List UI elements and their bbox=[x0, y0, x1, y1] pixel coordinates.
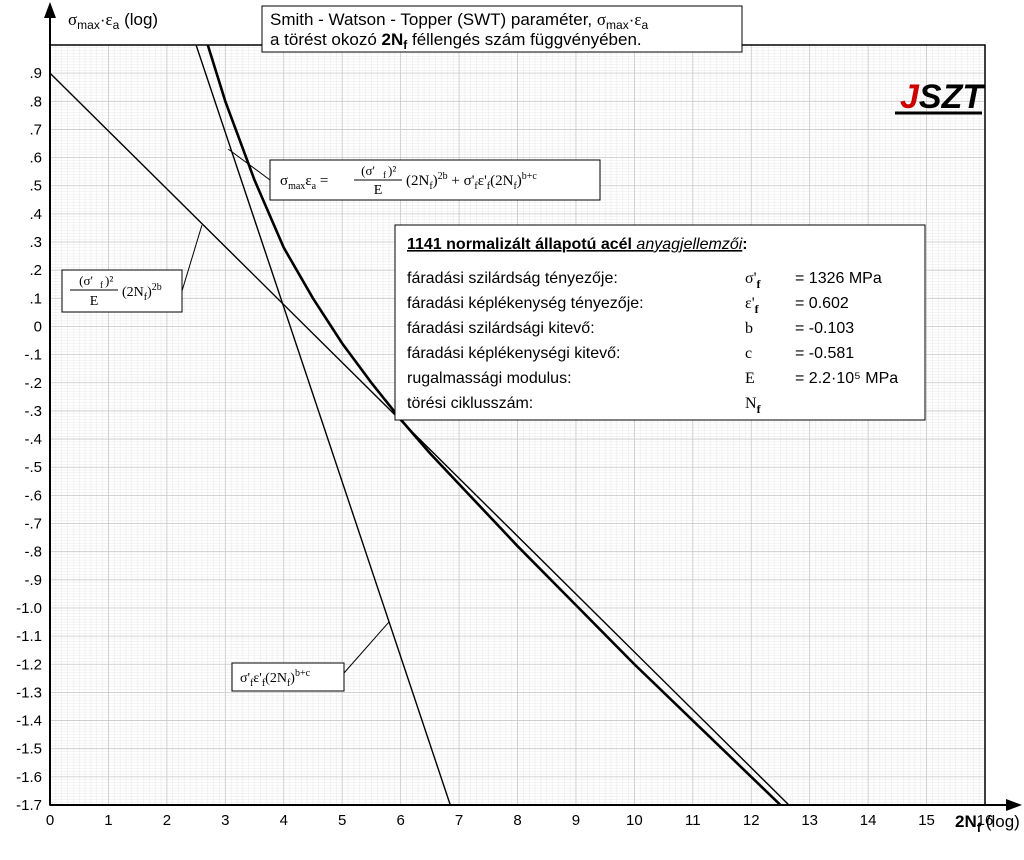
y-tick: .4 bbox=[29, 206, 42, 223]
title-line1: Smith - Watson - Topper (SWT) paraméter,… bbox=[270, 10, 649, 32]
y-tick: .6 bbox=[29, 150, 42, 167]
svg-text:)²: )² bbox=[105, 273, 113, 288]
x-tick: 10 bbox=[626, 812, 643, 829]
y-tick: -.3 bbox=[24, 403, 42, 420]
y-tick: .5 bbox=[29, 178, 42, 195]
x-tick: 3 bbox=[221, 812, 229, 829]
y-tick: -1.7 bbox=[16, 797, 42, 814]
x-axis-label: 2Nf (log) bbox=[955, 812, 1020, 835]
y-tick: -1.0 bbox=[16, 600, 42, 617]
y-tick: -.2 bbox=[24, 375, 42, 392]
svg-text:f: f bbox=[100, 280, 103, 290]
y-tick: -1.4 bbox=[16, 713, 42, 730]
x-tick: 0 bbox=[46, 812, 54, 829]
info-row-label: rugalmassági modulus: bbox=[407, 370, 572, 387]
x-tick: 15 bbox=[918, 812, 935, 829]
y-tick: .9 bbox=[29, 65, 42, 82]
x-tick: 2 bbox=[163, 812, 171, 829]
y-tick: .1 bbox=[29, 290, 42, 307]
info-row-value: = -0.581 bbox=[795, 345, 854, 362]
x-tick: 6 bbox=[396, 812, 404, 829]
y-tick: -1.2 bbox=[16, 656, 42, 673]
chart-svg: 012345678910111213141516.9.8.7.6.5.4.3.2… bbox=[0, 0, 1024, 860]
info-row-value: = 2.2·10⁵ MPa bbox=[795, 370, 898, 387]
info-heading: 1141 normalizált állapotú acél anyagjell… bbox=[407, 236, 748, 253]
y-tick: -1.1 bbox=[16, 628, 42, 645]
svg-text:JSZT: JSZT bbox=[900, 78, 986, 116]
x-tick: 14 bbox=[860, 812, 877, 829]
y-tick: 0 bbox=[34, 318, 42, 335]
y-tick: .3 bbox=[29, 234, 42, 251]
info-row-label: fáradási képlékenység tényezője: bbox=[407, 295, 644, 312]
info-row-param: E bbox=[745, 370, 755, 387]
y-tick: -.1 bbox=[24, 347, 42, 364]
y-axis-label: σmax·εa (log) bbox=[68, 10, 158, 32]
x-tick: 9 bbox=[572, 812, 580, 829]
info-row-label: fáradási képlékenységi kitevő: bbox=[407, 345, 620, 362]
svg-text:(σ': (σ' bbox=[79, 273, 93, 288]
x-tick: 12 bbox=[743, 812, 760, 829]
x-tick: 4 bbox=[280, 812, 288, 829]
info-row-param: b bbox=[745, 320, 753, 337]
svg-text:(2Nf)2b + σ'fε'f(2Nf)b+c: (2Nf)2b + σ'fε'f(2Nf)b+c bbox=[406, 171, 537, 192]
info-row-param: c bbox=[745, 345, 752, 362]
y-tick: -.6 bbox=[24, 487, 42, 504]
y-tick: -1.3 bbox=[16, 684, 42, 701]
y-tick: -.9 bbox=[24, 572, 42, 589]
svg-text:E: E bbox=[90, 294, 99, 309]
y-tick: -.8 bbox=[24, 544, 42, 561]
info-row-value: = -0.103 bbox=[795, 320, 854, 337]
x-tick: 1 bbox=[104, 812, 112, 829]
y-tick: .8 bbox=[29, 93, 42, 110]
info-row-label: törési ciklusszám: bbox=[407, 395, 533, 412]
swt-chart: 012345678910111213141516.9.8.7.6.5.4.3.2… bbox=[0, 0, 1024, 860]
x-tick: 11 bbox=[685, 812, 701, 829]
y-tick: -.4 bbox=[24, 431, 42, 448]
info-row-value: = 0.602 bbox=[795, 295, 849, 312]
svg-text:(σ': (σ' bbox=[361, 163, 375, 178]
info-row-value: = 1326 MPa bbox=[795, 270, 882, 287]
x-tick: 13 bbox=[801, 812, 818, 829]
svg-text:f: f bbox=[383, 170, 386, 180]
x-tick: 7 bbox=[455, 812, 463, 829]
info-row-label: fáradási szilárdsági kitevő: bbox=[407, 320, 595, 337]
y-tick: -.5 bbox=[24, 459, 42, 476]
title-line2: a törést okozó 2Nf féllengés szám függvé… bbox=[270, 30, 642, 52]
y-tick: .7 bbox=[29, 121, 42, 138]
x-tick: 5 bbox=[338, 812, 346, 829]
x-tick: 8 bbox=[513, 812, 521, 829]
svg-text:E: E bbox=[374, 183, 383, 198]
logo-jszt: JSZT bbox=[895, 78, 986, 116]
info-row-label: fáradási szilárdság tényezője: bbox=[407, 270, 618, 287]
y-tick: .2 bbox=[29, 262, 42, 279]
y-tick: -.7 bbox=[24, 516, 42, 533]
y-tick: -1.6 bbox=[16, 769, 42, 786]
svg-text:)²: )² bbox=[388, 163, 396, 178]
y-tick: -1.5 bbox=[16, 741, 42, 758]
